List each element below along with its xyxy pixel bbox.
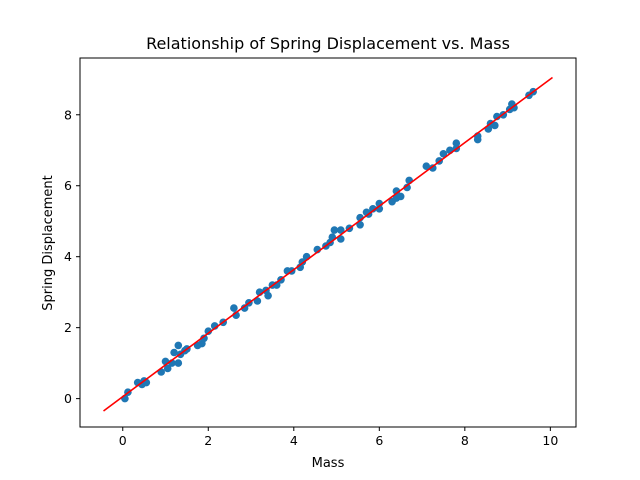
data-point	[170, 348, 178, 357]
data-point	[163, 364, 172, 373]
y-tick-label: 2	[64, 320, 72, 335]
data-point	[253, 297, 262, 305]
data-point	[356, 221, 364, 229]
data-point	[230, 304, 238, 312]
x-tick-label: 8	[461, 433, 469, 448]
data-point	[403, 183, 411, 192]
fit-line	[103, 76, 553, 412]
data-point	[200, 334, 208, 343]
y-tick-label: 0	[64, 391, 72, 406]
data-point	[330, 226, 339, 234]
x-tick-label: 2	[204, 433, 212, 448]
data-point	[493, 112, 501, 121]
data-point	[174, 359, 183, 367]
y-tick-label: 6	[64, 178, 72, 193]
data-point	[264, 291, 272, 300]
x-tick-label: 0	[119, 433, 127, 448]
data-point	[429, 164, 437, 172]
data-point	[439, 150, 448, 158]
data-point	[452, 139, 461, 147]
data-point	[491, 121, 499, 130]
x-axis-label: Mass	[312, 456, 345, 471]
y-tick-label: 8	[64, 107, 72, 122]
data-point	[240, 304, 249, 312]
chart-title: Relationship of Spring Displacement vs. …	[146, 34, 510, 53]
axes-frame	[79, 57, 577, 428]
data-point	[422, 162, 431, 170]
data-point	[337, 226, 345, 234]
y-axis-label: Spring Displacement	[41, 175, 56, 310]
data-point	[369, 205, 377, 213]
data-point	[396, 192, 405, 201]
plot-area: 0 2 4 6 8 10 0 2 4 6 8	[64, 57, 577, 448]
x-tick-label: 4	[290, 433, 298, 448]
y-tick-label: 4	[64, 249, 72, 264]
x-tick-label: 10	[542, 433, 558, 448]
data-point	[510, 103, 518, 112]
data-point	[204, 327, 213, 336]
x-tick-label: 6	[375, 433, 383, 448]
data-point	[174, 341, 183, 350]
